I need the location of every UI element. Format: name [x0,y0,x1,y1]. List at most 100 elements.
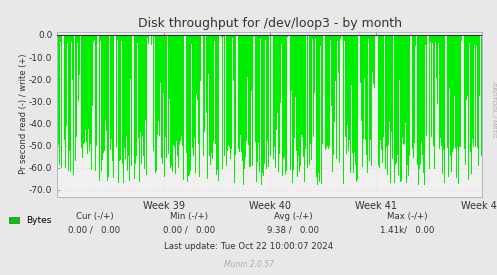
Bar [214,35,215,41]
Text: Min (-/+): Min (-/+) [170,212,208,221]
Bar [347,35,348,125]
Bar [233,35,234,81]
Bar [75,35,76,161]
Bar [296,35,297,152]
Bar [203,35,204,156]
Bar [461,35,462,41]
Bar [184,35,185,116]
Bar [411,35,412,145]
Bar [395,35,396,165]
Bar [67,35,68,43]
Bar [328,35,329,149]
Bar [356,35,357,182]
Bar [454,35,455,96]
Bar [285,35,286,175]
Text: Last update: Tue Oct 22 10:00:07 2024: Last update: Tue Oct 22 10:00:07 2024 [164,242,333,251]
Bar [402,35,403,138]
Bar [448,35,449,177]
Bar [178,35,179,168]
Bar [312,35,313,39]
Bar [96,35,97,146]
Bar [313,35,314,137]
Bar [374,35,375,88]
Bar [122,35,123,164]
Bar [57,35,58,38]
Bar [389,35,390,122]
Bar [466,35,467,100]
Bar [456,35,457,178]
Bar [181,35,182,136]
Bar [479,35,480,166]
Bar [362,35,363,167]
Bar [291,35,292,91]
Bar [342,35,343,184]
Bar [297,35,298,177]
Bar [334,35,335,122]
Bar [194,35,195,138]
Bar [177,35,178,156]
Bar [73,35,74,175]
Bar [323,35,324,144]
Bar [221,35,222,37]
Bar [472,35,473,139]
Bar [317,35,318,185]
Bar [372,35,373,72]
Bar [435,35,436,42]
Bar [331,35,332,106]
Bar [68,35,69,171]
Bar [175,35,176,174]
Bar [169,35,170,168]
Bar [127,35,128,171]
Bar [153,35,154,151]
Bar [83,35,84,143]
Bar [142,35,143,136]
Bar [341,35,342,37]
Bar [58,35,59,145]
Bar [99,35,100,41]
Bar [290,35,291,170]
Bar [242,35,243,161]
Bar [329,35,330,146]
Bar [231,35,232,149]
Bar [220,35,221,180]
Bar [345,35,346,137]
Bar [249,35,250,167]
Bar [154,35,155,37]
Bar [69,35,70,151]
Bar [201,35,202,170]
Bar [365,35,366,139]
Bar [481,35,482,156]
Bar [275,35,276,168]
Bar [240,35,241,135]
Bar [476,35,477,46]
Bar [366,35,367,155]
Bar [174,35,175,147]
Bar [258,35,259,143]
Bar [319,35,320,182]
Bar [156,35,157,170]
Bar [165,35,166,177]
Bar [370,35,371,140]
Legend: Bytes: Bytes [9,216,51,225]
Bar [149,35,150,44]
Bar [444,35,445,183]
Bar [135,35,136,164]
Bar [310,35,311,144]
Bar [144,35,145,169]
Bar [417,35,418,165]
Bar [278,35,279,172]
Bar [229,35,230,147]
Bar [424,35,425,185]
Bar [196,35,197,94]
Bar [475,35,476,147]
Bar [146,35,147,175]
Bar [130,35,131,79]
Bar [219,35,220,181]
Bar [145,35,146,120]
Bar [63,35,64,184]
Bar [403,35,404,144]
Bar [119,35,120,161]
Bar [138,35,139,138]
Bar [90,35,91,144]
Bar [384,35,385,36]
